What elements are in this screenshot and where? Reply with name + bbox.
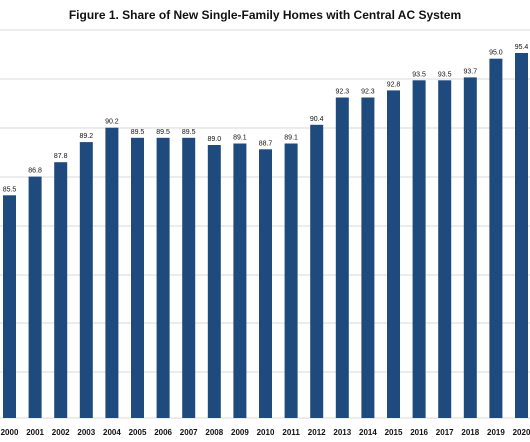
x-tick-2003: 2003	[77, 428, 95, 437]
value-label-2000: 85.5	[3, 186, 17, 193]
bar-2008	[207, 145, 221, 418]
value-label-2004: 90.2	[105, 119, 119, 126]
x-tick-2004: 2004	[103, 428, 121, 437]
bar-2015	[387, 90, 400, 419]
x-tick-2012: 2012	[308, 428, 326, 437]
bar-2020	[515, 53, 528, 418]
value-label-2008: 89.0	[207, 136, 221, 143]
value-label-2007: 89.5	[182, 129, 196, 136]
x-tick-2005: 2005	[129, 428, 147, 437]
x-tick-2016: 2016	[410, 428, 428, 437]
value-label-2016: 93.5	[412, 71, 426, 78]
bar-2016	[412, 80, 426, 419]
value-label-2005: 89.5	[131, 129, 145, 136]
value-label-2003: 89.2	[79, 133, 93, 140]
x-tick-2006: 2006	[154, 428, 172, 437]
value-label-2015: 92.8	[387, 81, 401, 88]
x-tick-2019: 2019	[487, 428, 505, 437]
bar-2000	[3, 195, 16, 418]
x-tick-2007: 2007	[180, 428, 198, 437]
bar-2002	[54, 162, 68, 418]
x-tick-2010: 2010	[257, 428, 275, 437]
bar-2009	[233, 143, 247, 418]
value-label-2017: 93.5	[438, 71, 452, 78]
x-tick-2009: 2009	[231, 428, 249, 437]
value-label-2011: 89.1	[284, 135, 298, 142]
bar-2014	[361, 97, 375, 418]
bar-2001	[28, 176, 42, 418]
value-label-2009: 89.1	[233, 135, 247, 142]
x-tick-2001: 2001	[26, 428, 44, 437]
chart-title: Figure 1. Share of New Single-Family Hom…	[68, 8, 462, 22]
value-label-2019: 95.0	[489, 50, 503, 57]
x-tick-2011: 2011	[282, 428, 300, 437]
x-tick-2002: 2002	[52, 428, 70, 437]
bar-2010	[259, 149, 272, 419]
x-tick-2020: 2020	[513, 428, 530, 437]
bar-2018	[463, 77, 477, 419]
value-label-2001: 86.8	[28, 168, 42, 175]
value-label-2018: 93.7	[463, 68, 477, 75]
bar-2019	[489, 58, 503, 418]
x-tick-2015: 2015	[385, 428, 403, 437]
bar-2011	[284, 143, 298, 418]
x-tick-labels: 2000 2001 2002 2003 2004 2005 2006 2007 2008 2009…	[1, 428, 530, 437]
x-tick-2000: 2000	[1, 428, 19, 437]
bar-2007	[182, 137, 196, 419]
bar-2006	[156, 137, 170, 419]
bar-2017	[438, 80, 452, 419]
value-label-2010: 88.7	[259, 140, 273, 147]
x-tick-2013: 2013	[333, 428, 351, 437]
bar-2012	[310, 124, 324, 419]
value-label-2002: 87.8	[54, 153, 68, 160]
x-tick-2008: 2008	[205, 428, 223, 437]
x-tick-2018: 2018	[461, 428, 479, 437]
value-label-2014: 92.3	[361, 89, 375, 96]
x-tick-2017: 2017	[436, 428, 454, 437]
value-label-2012: 90.4	[310, 116, 324, 123]
x-tick-2014: 2014	[359, 428, 377, 437]
bar-2005	[131, 137, 144, 419]
bars	[3, 53, 528, 419]
value-label-2006: 89.5	[156, 129, 170, 136]
bar-2004	[105, 127, 119, 418]
value-label-2020: 95.4	[515, 44, 529, 51]
bar-2003	[79, 142, 93, 418]
value-labels: 85.5 86.8 87.8 89.2 90.2 89.5 89.5 89.5 89.0 89.1…	[3, 44, 529, 193]
bar-2013	[335, 97, 349, 418]
value-label-2013: 92.3	[335, 89, 349, 96]
